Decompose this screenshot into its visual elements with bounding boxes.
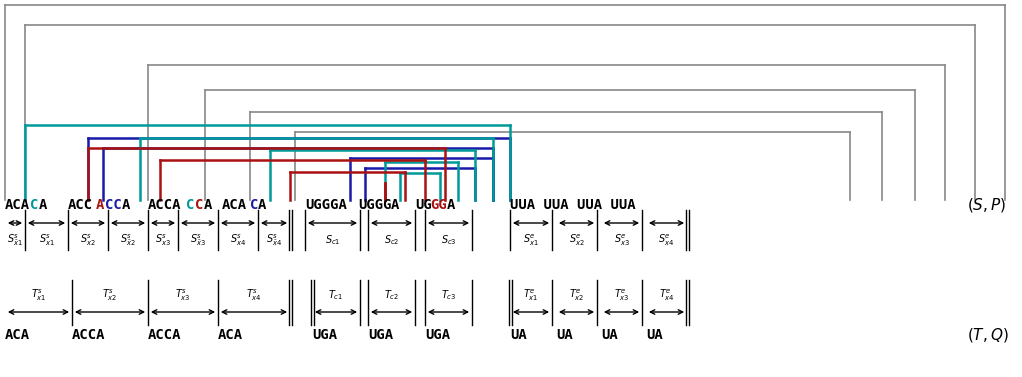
Text: $S^e_{x1}$: $S^e_{x1}$ [523,232,539,248]
Text: $T_{c3}$: $T_{c3}$ [440,288,456,302]
Text: C: C [186,198,194,212]
Text: ACA: ACA [5,198,30,212]
Text: $S^s_{x3}$: $S^s_{x3}$ [155,232,171,248]
Text: ACA: ACA [5,328,30,342]
Text: $T^e_{x3}$: $T^e_{x3}$ [613,287,630,303]
Text: UA: UA [601,328,617,342]
Text: A: A [96,198,104,212]
Text: UGA: UGA [368,328,393,342]
Text: $S^s_{\bar{x}3}$: $S^s_{\bar{x}3}$ [190,232,206,248]
Text: $S^e_{x3}$: $S^e_{x3}$ [613,232,630,248]
Text: ACA: ACA [218,328,243,342]
Text: C: C [195,198,203,212]
Text: A: A [204,198,213,212]
Text: A: A [391,198,400,212]
Text: $S^s_{x1}$: $S^s_{x1}$ [39,232,54,248]
Text: $S_{c1}$: $S_{c1}$ [325,233,340,247]
Text: $S^s_{\bar{x}1}$: $S^s_{\bar{x}1}$ [7,232,22,248]
Text: ACCA: ACCA [148,198,182,212]
Text: A: A [447,198,456,212]
Text: C: C [250,198,259,212]
Text: ACC: ACC [68,198,93,212]
Text: $S_{c2}$: $S_{c2}$ [383,233,400,247]
Text: $T^e_{x4}$: $T^e_{x4}$ [658,287,675,303]
Text: UGA: UGA [312,328,337,342]
Text: CC: CC [105,198,122,212]
Text: $T^s_{x4}$: $T^s_{x4}$ [246,287,262,303]
Text: $T^s_{x3}$: $T^s_{x3}$ [175,287,191,303]
Text: UUA UUA UUA UUA: UUA UUA UUA UUA [510,198,636,212]
Text: $(S, P)$: $(S, P)$ [967,196,1007,214]
Text: $T^s_{x1}$: $T^s_{x1}$ [31,287,46,303]
Text: $T^e_{x1}$: $T^e_{x1}$ [523,287,539,303]
Text: $T_{c1}$: $T_{c1}$ [328,288,343,302]
Text: $S^s_{x2}$: $S^s_{x2}$ [80,232,96,248]
Text: GG: GG [430,198,447,212]
Text: $S^s_{\bar{x}4}$: $S^s_{\bar{x}4}$ [266,232,282,248]
Text: A: A [258,198,267,212]
Text: UGGG: UGGG [358,198,391,212]
Text: $S^e_{x4}$: $S^e_{x4}$ [658,232,675,248]
Text: $(T, Q)$: $(T, Q)$ [967,326,1009,344]
Text: $S^s_{\bar{x}2}$: $S^s_{\bar{x}2}$ [121,232,136,248]
Text: $T_{c2}$: $T_{c2}$ [384,288,400,302]
Text: ACCA: ACCA [72,328,105,342]
Text: A: A [39,198,47,212]
Text: C: C [30,198,39,212]
Text: $T^e_{x2}$: $T^e_{x2}$ [568,287,585,303]
Text: $T^s_{x2}$: $T^s_{x2}$ [102,287,118,303]
Text: $S^s_{x4}$: $S^s_{x4}$ [230,232,246,248]
Text: ACCA: ACCA [148,328,182,342]
Text: ACA: ACA [222,198,247,212]
Text: $S_{c3}$: $S_{c3}$ [440,233,457,247]
Text: UA: UA [556,328,572,342]
Text: UGA: UGA [425,328,450,342]
Text: UA: UA [510,328,526,342]
Text: UGGGA: UGGGA [305,198,346,212]
Text: UG: UG [415,198,431,212]
Text: A: A [122,198,131,212]
Text: $S^e_{x2}$: $S^e_{x2}$ [568,232,585,248]
Text: UA: UA [646,328,662,342]
